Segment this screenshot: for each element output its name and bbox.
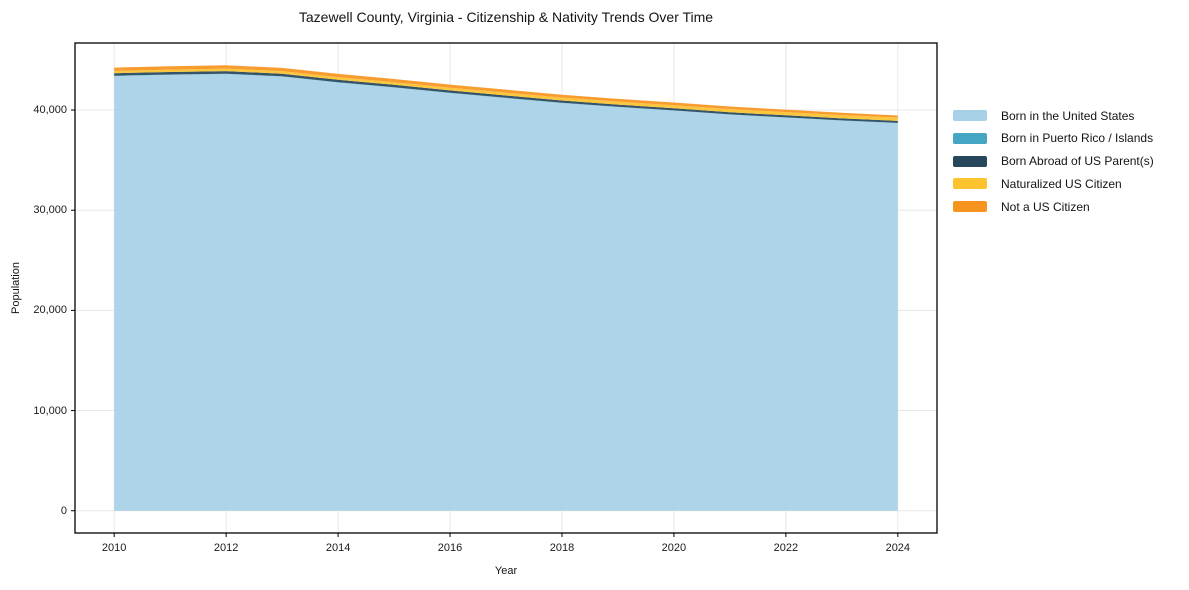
y-tick-label: 40,000 — [33, 104, 67, 117]
x-tick-label: 2010 — [101, 542, 127, 554]
x-tick-label: 2020 — [661, 542, 687, 554]
y-tick-label: 0 — [60, 504, 67, 517]
x-tick-label: 2018 — [549, 542, 575, 554]
legend-swatch-icon — [953, 155, 987, 167]
legend-swatch-icon — [953, 178, 987, 190]
legend-label: Not a US Citizen — [1001, 199, 1090, 214]
x-tick-label: 2014 — [325, 542, 351, 554]
legend-item-born-in-the-united-states: Born in the United States — [953, 104, 1134, 127]
legend-swatch-icon — [953, 110, 987, 121]
x-tick-label: 2024 — [885, 542, 911, 554]
y-tick-label: 10,000 — [33, 404, 67, 417]
plot-border — [74, 42, 938, 534]
legend-label: Born in the United States — [1001, 108, 1135, 123]
area-band-not-a-us-citizen — [114, 65, 898, 118]
x-axis-label: Year — [494, 565, 518, 577]
y-tick-label: 30,000 — [33, 204, 67, 217]
x-tick-label: 2022 — [773, 542, 799, 554]
area-band-born-abroad-of-us-parent-s — [114, 71, 898, 123]
x-tick-label: 2016 — [437, 542, 463, 554]
x-tick-label: 2012 — [213, 542, 239, 554]
legend-item-born-in-puerto-rico-islands: Born in Puerto Rico / Islands — [953, 127, 1153, 150]
legend-label: Naturalized US Citizen — [1001, 176, 1122, 191]
legend-label: Born Abroad of US Parent(s) — [1001, 154, 1154, 169]
legend-item-naturalized-us-citizen: Naturalized US Citizen — [953, 172, 1122, 195]
legend-label: Born in Puerto Rico / Islands — [1001, 131, 1154, 146]
area-band-born-in-the-united-states — [114, 73, 898, 511]
chart-title: Tazewell County, Virginia - Citizenship … — [298, 9, 714, 25]
legend-swatch-icon — [953, 132, 987, 144]
legend-item-not-a-us-citizen: Not a US Citizen — [953, 195, 1090, 218]
legend-item-born-abroad-of-us-parent-s: Born Abroad of US Parent(s) — [953, 150, 1154, 173]
y-tick-label: 20,000 — [33, 304, 67, 317]
legend-swatch-icon — [953, 201, 987, 213]
area-band-naturalized-us-citizen — [114, 68, 898, 121]
